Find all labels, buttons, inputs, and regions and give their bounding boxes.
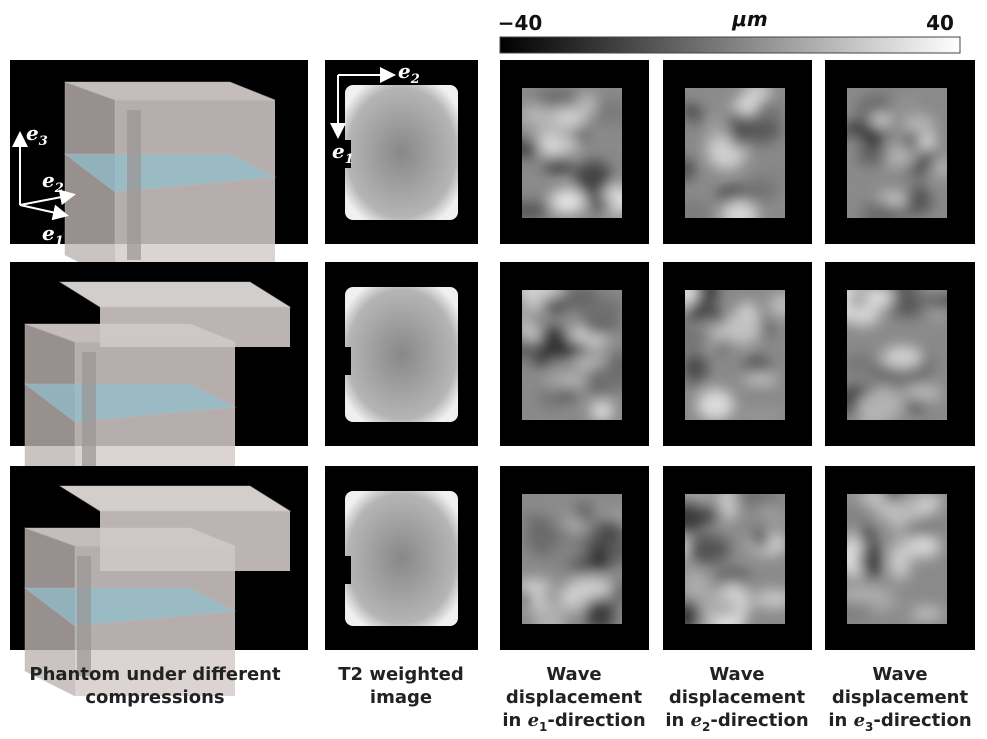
colorbar-unit: μm xyxy=(731,7,768,31)
wave-blob xyxy=(576,504,593,522)
wave-blob xyxy=(700,599,740,618)
phantom-face xyxy=(60,282,290,307)
wave-blob xyxy=(904,386,942,401)
wave-blob xyxy=(686,535,730,564)
caption-suffix: -direction xyxy=(547,710,645,731)
colorbar-tick-label: −40 xyxy=(498,11,543,35)
caption-var: e xyxy=(528,710,539,731)
caption-line: in e2-direction xyxy=(665,710,808,734)
wave-blob xyxy=(742,373,777,386)
caption-line: in e1-direction xyxy=(502,710,645,734)
axis-var: e xyxy=(42,221,55,245)
t2-image xyxy=(345,85,458,220)
caption-suffix: -direction xyxy=(873,710,971,731)
wave-blob xyxy=(587,544,611,571)
wave-image xyxy=(674,82,791,234)
caption-line: Wave xyxy=(872,664,927,685)
phantom-face xyxy=(60,486,290,511)
wave-blob xyxy=(870,114,894,127)
t2-image xyxy=(345,287,458,422)
wave-blob xyxy=(574,161,611,197)
wave-blob xyxy=(555,341,589,353)
axis-sub: 2 xyxy=(54,181,64,196)
wave-blob xyxy=(687,299,712,325)
caption-line: image xyxy=(370,687,432,708)
caption-var: e xyxy=(691,710,702,731)
caption-line: displacement xyxy=(669,687,806,708)
colorbar-tick-label: 40 xyxy=(926,11,954,35)
wave-blob xyxy=(522,498,566,516)
axis-var: e xyxy=(332,139,345,163)
t2-notch xyxy=(343,556,351,584)
t2-notch xyxy=(343,347,351,375)
caption-line: compressions xyxy=(85,687,224,708)
caption-line: displacement xyxy=(506,687,643,708)
inclusion xyxy=(77,556,91,676)
inclusion xyxy=(127,110,141,260)
wave-blob xyxy=(755,99,782,123)
axis-sub: 1 xyxy=(345,152,354,167)
t2-image xyxy=(345,491,458,626)
wave-image xyxy=(502,270,634,421)
wave-blob xyxy=(550,189,585,214)
wave-blob xyxy=(567,577,612,599)
wave-blob xyxy=(547,360,566,385)
wave-blob xyxy=(889,542,911,580)
caption-line: Wave xyxy=(546,664,601,685)
wave-blob xyxy=(697,389,734,421)
caption-prefix: in xyxy=(828,710,853,731)
caption-sub: 2 xyxy=(702,720,710,734)
caption-sub: 3 xyxy=(865,720,873,734)
axis-var: e xyxy=(26,121,39,145)
wave-blob xyxy=(681,353,707,379)
colorbar xyxy=(500,37,960,53)
wave-blob xyxy=(907,535,940,557)
wave-blob xyxy=(894,494,919,511)
caption-prefix: in xyxy=(502,710,527,731)
wave-image xyxy=(666,477,799,638)
caption-line: T2 weighted xyxy=(338,664,463,685)
axis-var: e xyxy=(42,168,55,192)
wave-blob xyxy=(857,526,875,543)
wave-blob xyxy=(752,530,769,549)
caption-sub: 1 xyxy=(539,720,547,734)
phantom-face xyxy=(100,307,290,347)
caption-var: e xyxy=(854,710,865,731)
axis-sub: 3 xyxy=(39,134,48,149)
wave-blob xyxy=(555,136,579,155)
wave-blob xyxy=(859,542,883,579)
wave-blob xyxy=(543,157,573,172)
wave-image xyxy=(829,271,965,430)
wave-blob xyxy=(576,93,599,118)
wave-blob xyxy=(580,298,621,326)
caption-line: Wave xyxy=(709,664,764,685)
axis-var: e xyxy=(398,59,411,83)
wave-blob xyxy=(882,346,922,368)
figure: −4040μme3e2e1e2e1Phantom under different… xyxy=(0,0,987,739)
wave-blob xyxy=(589,198,613,211)
wave-blob xyxy=(904,146,923,158)
axis-sub: 1 xyxy=(55,234,64,249)
wave-blob xyxy=(744,177,776,201)
caption-line: Phantom under different xyxy=(29,664,281,685)
wave-blob xyxy=(542,297,569,312)
caption-line: displacement xyxy=(832,687,969,708)
wave-blob xyxy=(848,302,880,326)
wave-blob xyxy=(688,327,712,346)
wave-image xyxy=(669,273,800,425)
phantom-face xyxy=(100,511,290,571)
wave-blob xyxy=(854,147,888,165)
wave-blob xyxy=(534,89,580,108)
caption-suffix: -direction xyxy=(710,710,808,731)
wave-blob xyxy=(590,401,613,421)
wave-image xyxy=(503,88,634,218)
wave-image xyxy=(838,81,956,230)
wave-blob xyxy=(918,133,937,151)
wave-blob xyxy=(720,312,762,345)
axis-sub: 2 xyxy=(410,72,420,87)
caption-prefix: in xyxy=(665,710,690,731)
inclusion xyxy=(82,352,96,472)
caption-line: in e3-direction xyxy=(828,710,971,734)
wave-blob xyxy=(525,518,557,555)
